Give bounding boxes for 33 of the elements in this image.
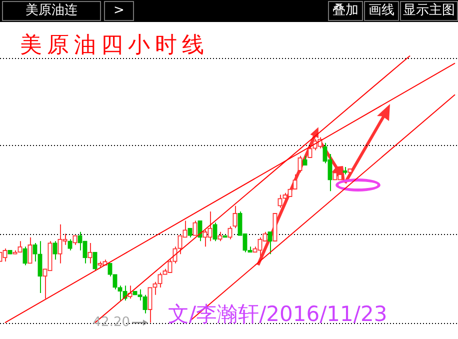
candlestick <box>88 242 92 264</box>
candlestick <box>198 220 202 242</box>
text: 画线 <box>364 1 399 21</box>
candlestick <box>298 155 302 174</box>
candlestick <box>92 252 98 272</box>
candlestick <box>108 262 112 277</box>
candlestick <box>192 220 198 236</box>
candlestick <box>28 236 32 264</box>
candlestick <box>268 231 272 255</box>
candlestick <box>32 242 38 262</box>
text: 显示主图 <box>400 1 458 21</box>
candlestick <box>52 240 58 260</box>
candlestick <box>2 248 8 262</box>
candlestick <box>172 246 178 264</box>
candlestick <box>232 205 238 229</box>
candlestick <box>148 286 152 324</box>
candlestick <box>278 194 282 208</box>
text: 叠加 <box>328 1 363 21</box>
candlestick <box>212 222 218 242</box>
annotation: 42.20 <box>92 315 130 330</box>
candlestick <box>38 240 42 294</box>
candlestick <box>188 228 192 238</box>
candlestick <box>72 235 78 246</box>
candlestick <box>308 146 312 158</box>
chart-title: 美原油四小时线 <box>20 32 209 60</box>
candlestick <box>22 246 28 266</box>
candlestick <box>68 238 72 251</box>
candlestick <box>218 231 222 242</box>
text: > <box>104 1 134 21</box>
candlestick <box>302 155 308 166</box>
candlestick <box>228 226 232 240</box>
candlestick <box>112 274 118 290</box>
text: 美原油连 <box>2 1 101 21</box>
